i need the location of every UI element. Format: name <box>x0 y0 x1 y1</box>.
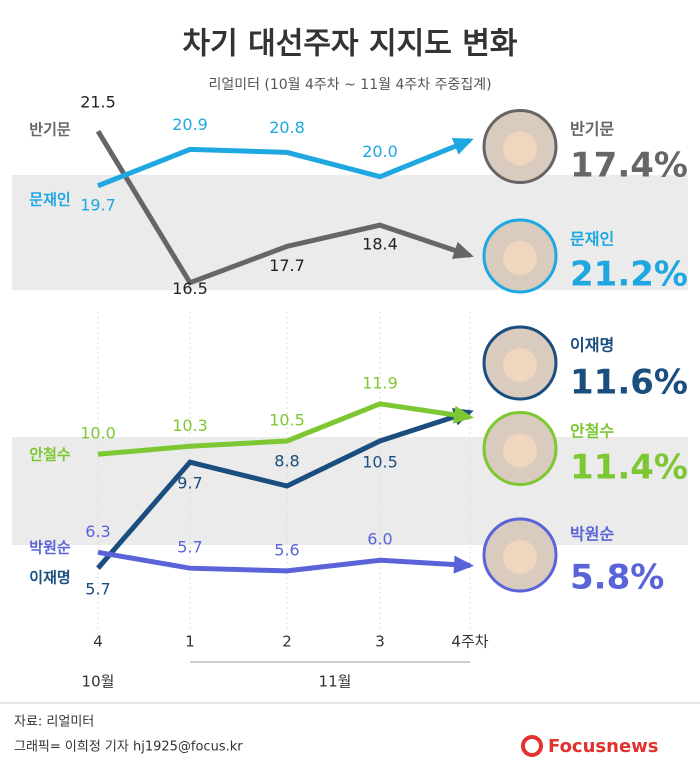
x-tick-label: 4주차 <box>451 633 488 651</box>
x-tick-label: 4 <box>93 633 103 651</box>
data-label: 10.3 <box>172 416 208 435</box>
data-label: 11.9 <box>362 373 398 392</box>
data-label: 9.7 <box>177 474 202 493</box>
data-label: 10.5 <box>362 452 398 471</box>
line <box>95 129 471 286</box>
data-label: 8.8 <box>274 452 299 471</box>
data-label: 10.5 <box>269 410 305 429</box>
data-label: 18.4 <box>362 235 398 254</box>
data-label: 21.5 <box>80 93 116 112</box>
photo-face <box>503 348 537 382</box>
data-label: 19.7 <box>80 195 116 214</box>
photo-face <box>503 241 537 275</box>
logo: Focusnews <box>548 736 659 757</box>
arrow-head <box>453 555 474 574</box>
legend-name: 문재인 <box>570 230 614 249</box>
photo-face <box>503 540 537 574</box>
legend-name: 박원순 <box>570 525 614 544</box>
x-tick-label: 1 <box>185 633 195 651</box>
legend-name: 반기문 <box>570 120 614 139</box>
series-name: 반기문 <box>29 121 71 139</box>
legend-name: 안철수 <box>570 422 614 441</box>
data-label: 20.8 <box>269 118 305 137</box>
photo-face <box>503 433 537 468</box>
line <box>96 409 471 570</box>
line <box>97 137 471 189</box>
line <box>97 549 471 574</box>
legend-name: 이재명 <box>570 336 614 355</box>
group-label: 11월 <box>319 673 352 691</box>
data-label: 10.0 <box>80 424 116 443</box>
series-name: 안철수 <box>29 446 71 464</box>
x-tick-label: 3 <box>375 633 385 651</box>
final-value: 5.8% <box>570 558 664 598</box>
final-value: 11.6% <box>570 363 688 403</box>
source: 자료: 리얼미터 <box>14 715 94 730</box>
data-label: 20.9 <box>172 115 208 134</box>
data-label: 6.3 <box>85 522 110 541</box>
data-label: 16.5 <box>172 279 208 298</box>
data-label: 17.7 <box>269 256 305 275</box>
line <box>97 401 471 457</box>
data-label: 20.0 <box>362 142 398 161</box>
x-tick-label: 2 <box>282 633 292 651</box>
data-label: 6.0 <box>367 530 392 549</box>
arrow-head <box>452 405 474 424</box>
arrow-head <box>451 241 474 259</box>
data-label: 5.7 <box>85 580 110 599</box>
final-value: 17.4% <box>570 146 688 186</box>
series-name: 이재명 <box>29 569 70 587</box>
final-value: 21.2% <box>570 255 688 295</box>
group-label: 10월 <box>82 673 115 691</box>
arrow-head <box>451 137 474 155</box>
final-value: 11.4% <box>570 448 688 488</box>
logo-icon <box>521 735 543 757</box>
title: 차기 대선주자 지지도 변화 <box>183 27 518 62</box>
credit: 그래픽= 이희정 기자 hj1925@focus.kr <box>14 740 243 755</box>
data-label: 5.7 <box>177 538 202 557</box>
photo-face <box>503 131 537 166</box>
subtitle: 리얼미터 (10월 4주차 ~ 11월 4주차 주중집계) <box>208 77 491 93</box>
series-name: 박원순 <box>29 539 71 557</box>
data-label: 5.6 <box>274 540 299 559</box>
series-name: 문재인 <box>29 191 70 209</box>
